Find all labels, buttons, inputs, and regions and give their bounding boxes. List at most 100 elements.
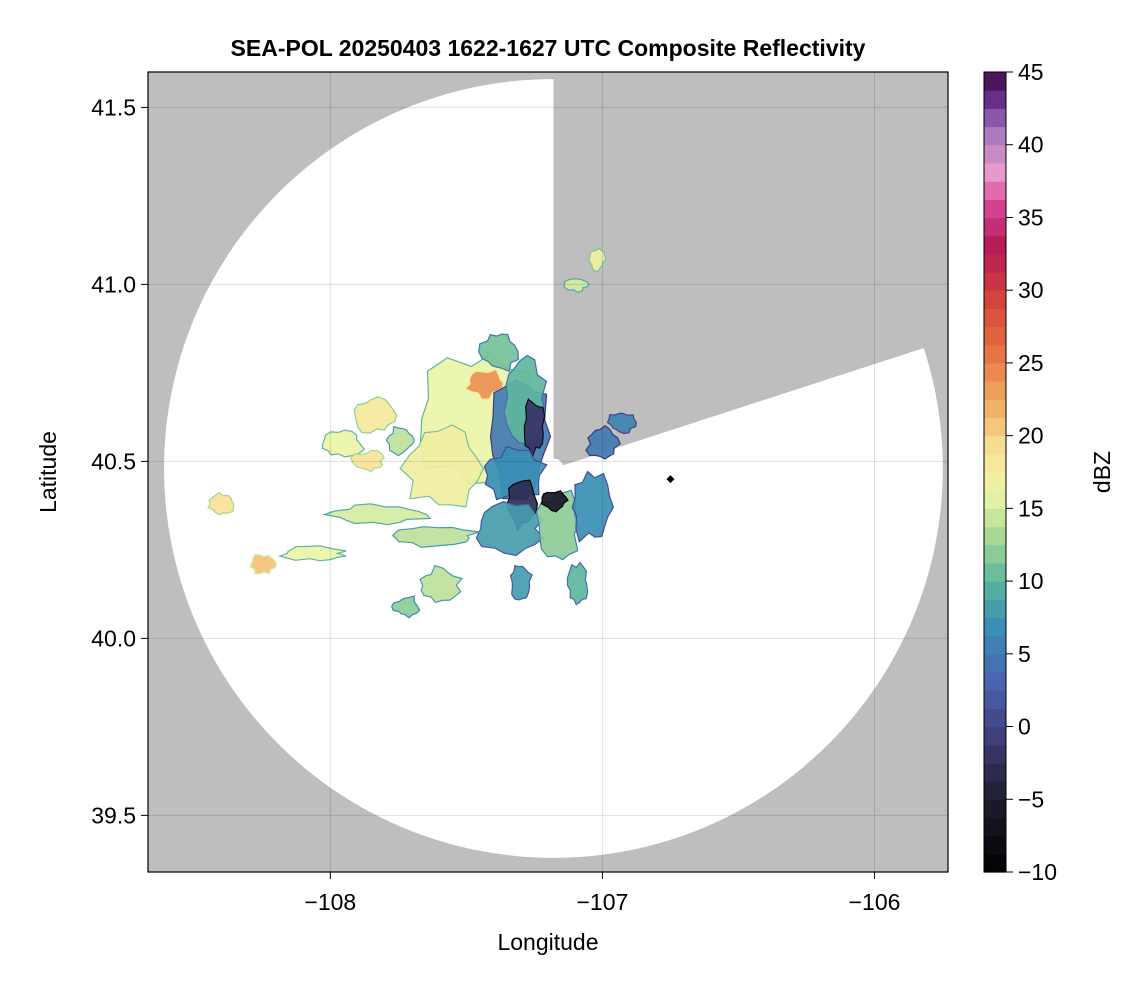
x-axis-label: Longitude: [497, 929, 598, 955]
colorbar-segment: [984, 526, 1006, 546]
colorbar-segment: [984, 453, 1006, 473]
colorbar-segment: [984, 253, 1006, 273]
colorbar-segment: [984, 108, 1006, 128]
chart-title: SEA-POL 20250403 1622-1627 UTC Composite…: [231, 35, 866, 61]
radar-hub: [543, 458, 564, 479]
colorbar-segment: [984, 162, 1006, 182]
colorbar-tick-label: 10: [1018, 568, 1044, 594]
echo-region: [571, 470, 615, 543]
colorbar-tick-label: 0: [1018, 714, 1031, 740]
echo-region: [475, 501, 545, 557]
y-tick-label: 40.0: [91, 625, 136, 651]
colorbar-segment: [984, 144, 1006, 164]
colorbar-segment: [984, 635, 1006, 655]
echo-region: [391, 595, 421, 619]
echo-region: [509, 564, 533, 601]
y-axis: 39.5 40.0 40.5 41.0 41.5: [91, 94, 148, 828]
colorbar-segment: [984, 381, 1006, 400]
colorbar-label: dBZ: [1089, 451, 1115, 493]
colorbar-tick-label: 25: [1018, 350, 1044, 376]
colorbar-segment: [984, 617, 1006, 637]
colorbar-segment: [984, 817, 1006, 837]
x-tick-label: −106: [849, 889, 901, 915]
colorbar-segment: [984, 308, 1006, 328]
point-marker-layer: [666, 475, 675, 484]
colorbar-segment: [984, 235, 1006, 255]
colorbar-tick-label: 35: [1018, 204, 1044, 230]
reflectivity-echoes: [207, 247, 637, 619]
colorbar-segment: [984, 272, 1006, 291]
colorbar-segment: [984, 472, 1006, 491]
colorbar-segment: [984, 181, 1006, 200]
point-marker: [666, 475, 675, 484]
colorbar-segment: [984, 726, 1006, 746]
colorbar-segment: [984, 126, 1006, 146]
echo-region: [464, 368, 505, 400]
colorbar-tick-label: 30: [1018, 277, 1044, 303]
echo-region: [523, 398, 546, 460]
y-tick-label: 39.5: [91, 802, 136, 828]
colorbar-segment: [984, 90, 1006, 109]
echo-region: [535, 489, 580, 561]
colorbar-tick-label: −5: [1018, 786, 1044, 812]
echo-region: [540, 490, 569, 513]
colorbar-segment: [984, 581, 1006, 600]
colorbar-segment: [984, 762, 1006, 782]
colorbar-segment: [984, 708, 1006, 728]
colorbar-segment: [984, 199, 1006, 219]
echo-region: [566, 561, 589, 606]
colorbar-segment: [984, 344, 1006, 364]
colorbar-segment: [984, 417, 1006, 437]
echo-region: [350, 449, 386, 473]
colorbar-tick-label: 5: [1018, 641, 1031, 667]
colorbar: −10 −5 0 5 10 15 20 25 30 35 40 45: [983, 59, 1057, 885]
x-tick-label: −108: [304, 889, 356, 915]
colorbar-segment: [984, 781, 1006, 800]
colorbar-segment: [984, 399, 1006, 419]
colorbar-segment: [984, 362, 1006, 382]
colorbar-segment: [984, 72, 1006, 91]
colorbar-segment: [984, 435, 1006, 455]
colorbar-segment: [984, 653, 1006, 673]
colorbar-tick-label: 40: [1018, 132, 1044, 158]
colorbar-segment: [984, 217, 1006, 237]
colorbar-tick-label: −10: [1018, 859, 1057, 885]
colorbar-segment: [984, 562, 1006, 582]
colorbar-segment: [984, 544, 1006, 564]
x-axis: −108 −107 −106: [304, 872, 900, 915]
echo-region: [419, 564, 464, 604]
colorbar-segment: [984, 672, 1006, 691]
echo-region: [588, 247, 607, 273]
colorbar-tick-label: 45: [1018, 59, 1044, 85]
echo-region: [353, 396, 398, 434]
colorbar-segment: [984, 853, 1006, 873]
echo-region: [563, 278, 590, 293]
plot-frame: [147, 71, 949, 873]
colorbar-segment: [984, 599, 1006, 619]
echo-region: [606, 412, 637, 435]
y-tick-label: 40.5: [91, 448, 136, 474]
y-axis-label: Latitude: [35, 431, 61, 513]
gridlines: [148, 72, 948, 872]
colorbar-segment: [984, 290, 1006, 309]
echo-region: [250, 553, 278, 575]
colorbar-segment: [984, 326, 1006, 346]
colorbar-segment: [984, 799, 1006, 819]
echo-region: [478, 333, 520, 373]
colorbar-segment: [984, 690, 1006, 709]
colorbar-tick-label: 20: [1018, 423, 1044, 449]
echo-region: [207, 491, 235, 516]
colorbar-tick-label: 15: [1018, 495, 1044, 521]
echo-region: [585, 425, 622, 460]
echo-region: [322, 503, 432, 526]
echo-region: [385, 425, 415, 457]
echo-region: [321, 429, 366, 458]
x-tick-label: −107: [577, 889, 629, 915]
y-tick-label: 41.5: [91, 94, 136, 120]
echo-region: [391, 526, 481, 549]
colorbar-segment: [984, 835, 1006, 855]
radar-coverage: [164, 72, 948, 858]
colorbar-segment: [984, 508, 1006, 528]
y-tick-label: 41.0: [91, 271, 136, 297]
